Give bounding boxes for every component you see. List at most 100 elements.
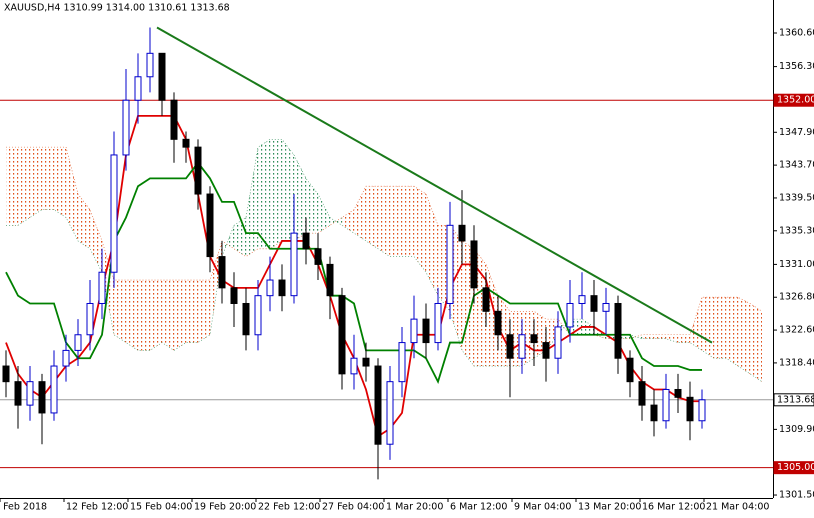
x-tick-label: 9 Mar 04:00: [514, 502, 571, 513]
cloud-segment: [702, 297, 714, 359]
candle-body: [2, 365, 10, 383]
cloud-segment: [306, 178, 318, 234]
cloud-segment: [198, 280, 210, 343]
cloud-segment: [258, 139, 270, 249]
x-tick-label: 13 Mar 20:00: [578, 502, 641, 513]
cloud-segment: [330, 217, 342, 226]
candle-body: [374, 365, 382, 445]
cloud-segment: [54, 147, 66, 218]
candle-body: [110, 154, 118, 273]
candle-body: [698, 399, 706, 422]
cloud-segment: [678, 334, 690, 343]
cloud-segment: [30, 147, 42, 218]
candle-body: [602, 302, 610, 312]
y-tick-label: 1322.60: [779, 325, 814, 336]
cloud-segment: [246, 147, 258, 257]
cloud-segment: [558, 319, 570, 335]
y-tick-label: 1335.30: [779, 225, 814, 236]
cloud-segment: [150, 280, 162, 351]
candle-body: [314, 248, 322, 265]
candle-body: [146, 52, 154, 78]
candle-body: [62, 349, 70, 367]
candle-body: [398, 342, 406, 383]
candle-body: [158, 52, 166, 101]
cloud-segment: [642, 334, 654, 339]
x-tick-label: 1 Mar 20:00: [386, 502, 443, 513]
candle-body: [326, 263, 334, 297]
candle-body: [386, 381, 394, 445]
cloud-edge: [6, 139, 763, 382]
chart-title: XAUUSD,H4 1310.99 1314.00 1310.61 1313.6…: [4, 3, 230, 14]
x-tick-label: 27 Feb 04:00: [322, 502, 384, 513]
cloud-segment: [270, 139, 282, 249]
x-tick-label: 7 Feb 2018: [0, 502, 47, 513]
cloud-segment: [378, 186, 390, 257]
candle-body: [530, 334, 538, 344]
candle-body: [290, 232, 298, 297]
x-tick-label: 21 Mar 04:00: [706, 502, 769, 513]
cloud-segment: [726, 297, 738, 367]
price-level-box: [773, 461, 814, 475]
cloud-segment: [354, 186, 366, 241]
candle-body: [122, 99, 130, 156]
cloud-segment: [366, 186, 378, 249]
candle-body: [14, 381, 22, 406]
cloud-segment: [318, 194, 330, 234]
cloud-edge: [6, 146, 763, 339]
candle-body: [338, 295, 346, 375]
candle-body: [98, 271, 106, 304]
price-level-label: 1305.00: [777, 462, 814, 473]
candle-body: [470, 240, 478, 289]
candle-body: [242, 302, 250, 336]
candle-body: [266, 279, 274, 297]
x-tick-label: 22 Feb 12:00: [258, 502, 320, 513]
cloud-segment: [666, 334, 678, 343]
cloud-segment: [90, 209, 102, 273]
y-tick-label: 1347.90: [779, 127, 814, 138]
x-tick-label: 15 Feb 04:00: [130, 502, 192, 513]
y-tick-label: 1331.00: [779, 259, 814, 270]
cloud-segment: [78, 194, 90, 249]
price-level-label: 1352.00: [777, 95, 814, 106]
candle-body: [182, 138, 190, 148]
y-tick-label: 1360.60: [779, 27, 814, 38]
cloud-segment: [114, 280, 126, 343]
candle-body: [638, 381, 646, 406]
candle-body: [206, 193, 214, 258]
cloud-segment: [282, 139, 294, 241]
price-level-box: [773, 93, 814, 107]
candle-body: [38, 381, 46, 414]
y-tick-label: 1301.50: [779, 490, 814, 501]
indicator-line: [5, 161, 702, 385]
candle-body: [590, 295, 598, 312]
cloud-segment: [414, 186, 426, 273]
candle-body: [494, 310, 502, 336]
y-tick-label: 1356.30: [779, 61, 814, 72]
price-level-box: [773, 393, 814, 407]
price-level-label: 1313.68: [777, 394, 814, 405]
cloud-segment: [162, 280, 174, 351]
candle-body: [566, 302, 574, 328]
candle-body: [686, 396, 694, 422]
candle-body: [614, 302, 622, 359]
cloud-segment: [174, 280, 186, 351]
cloud-segment: [690, 297, 702, 351]
cloud-segment: [6, 147, 18, 226]
candle-body: [302, 232, 310, 250]
candle-body: [434, 302, 442, 344]
candle-body: [26, 381, 34, 406]
candle-body: [506, 334, 514, 359]
cloud-segment: [390, 186, 402, 257]
candle-body: [86, 302, 94, 336]
candle-body: [674, 388, 682, 398]
candle-body: [230, 287, 238, 304]
candle-body: [50, 365, 58, 414]
cloud-segment: [138, 280, 150, 351]
candle-body: [218, 256, 226, 289]
cloud-segment: [18, 147, 30, 226]
y-tick-label: 1309.90: [779, 424, 814, 435]
cloud-segment: [426, 194, 438, 296]
candle-body: [170, 99, 178, 140]
cloud-segment: [126, 280, 138, 351]
cloud-segment: [402, 186, 414, 257]
